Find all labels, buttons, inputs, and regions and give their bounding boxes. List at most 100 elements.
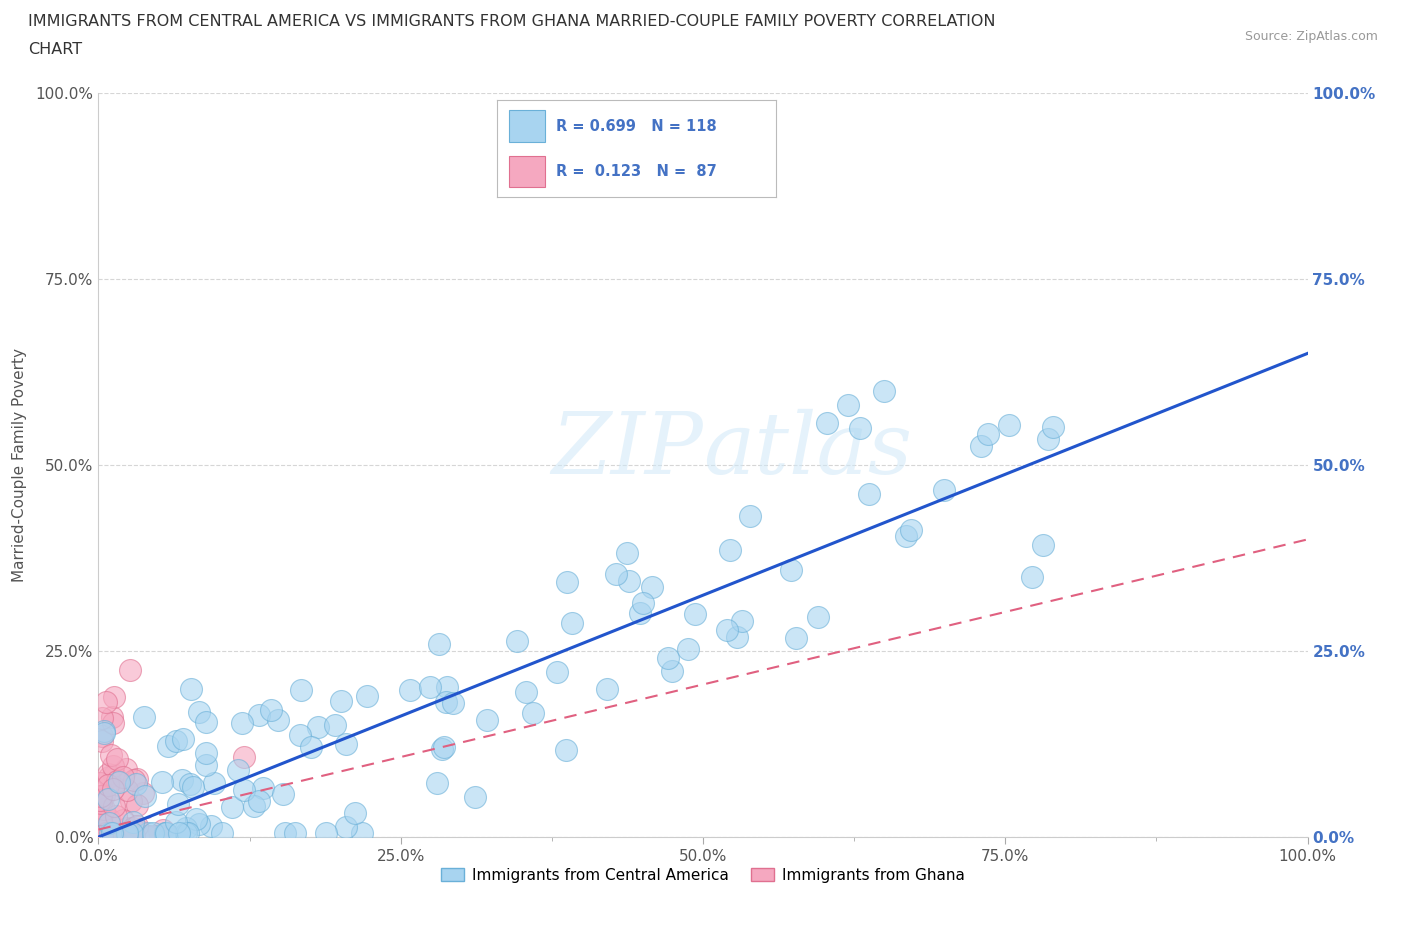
Point	[740, 509, 762, 524]
Point	[97, 829, 120, 844]
Point	[344, 805, 367, 820]
Point	[117, 829, 139, 844]
Point	[271, 787, 294, 802]
Point	[101, 829, 124, 844]
Point	[873, 383, 896, 398]
Point	[247, 794, 270, 809]
Point	[101, 826, 124, 841]
Point	[290, 683, 312, 698]
Point	[172, 731, 194, 746]
Point	[628, 605, 651, 620]
Point	[725, 630, 748, 644]
Point	[335, 737, 357, 751]
Point	[150, 775, 173, 790]
Point	[89, 810, 111, 825]
Point	[90, 829, 112, 844]
Point	[900, 523, 922, 538]
Point	[356, 689, 378, 704]
Point	[605, 566, 627, 581]
Point	[167, 826, 190, 841]
Point	[430, 741, 453, 756]
Point	[111, 770, 134, 785]
Point	[132, 786, 155, 801]
Point	[858, 486, 880, 501]
Point	[194, 757, 217, 772]
Point	[117, 826, 139, 841]
Point	[977, 427, 1000, 442]
Point	[97, 777, 120, 792]
Point	[104, 808, 127, 823]
Point	[1042, 419, 1064, 434]
Point	[252, 780, 274, 795]
Point	[657, 651, 679, 666]
Point	[131, 829, 153, 844]
Point	[427, 637, 450, 652]
Point	[165, 734, 187, 749]
Text: IMMIGRANTS FROM CENTRAL AMERICA VS IMMIGRANTS FROM GHANA MARRIED-COUPLE FAMILY P: IMMIGRANTS FROM CENTRAL AMERICA VS IMMIG…	[28, 14, 995, 29]
Point	[299, 739, 322, 754]
Point	[146, 829, 169, 844]
Point	[142, 826, 165, 841]
Point	[555, 743, 578, 758]
Point	[232, 750, 254, 764]
Point	[101, 781, 124, 796]
Point	[124, 829, 146, 844]
Point	[98, 826, 121, 841]
Point	[97, 792, 120, 807]
Point	[93, 725, 115, 740]
Point	[181, 779, 204, 794]
Text: Source: ZipAtlas.com: Source: ZipAtlas.com	[1244, 30, 1378, 43]
Point	[115, 821, 138, 836]
Point	[678, 642, 700, 657]
Point	[307, 720, 329, 735]
Point	[288, 727, 311, 742]
Text: CHART: CHART	[28, 42, 82, 57]
Point	[323, 717, 346, 732]
Point	[174, 826, 197, 841]
Point	[155, 826, 177, 841]
Point	[970, 439, 993, 454]
Point	[89, 829, 111, 844]
Point	[117, 829, 139, 844]
Point	[815, 416, 838, 431]
Point	[475, 712, 498, 727]
Point	[89, 829, 111, 844]
Point	[121, 820, 143, 835]
Point	[89, 792, 111, 807]
Point	[174, 820, 197, 835]
Point	[335, 820, 357, 835]
Point	[96, 829, 118, 844]
Point	[718, 542, 741, 557]
Point	[93, 724, 115, 738]
Point	[103, 689, 125, 704]
Point	[90, 795, 112, 810]
Point	[247, 708, 270, 723]
Point	[153, 826, 176, 841]
Point	[101, 829, 124, 844]
Point	[103, 829, 125, 844]
Point	[105, 751, 128, 766]
Point	[194, 745, 217, 760]
Point	[89, 829, 111, 844]
Point	[998, 418, 1021, 432]
Point	[243, 799, 266, 814]
Point	[134, 789, 156, 804]
Point	[98, 769, 121, 784]
Point	[115, 762, 138, 777]
Point	[111, 813, 134, 828]
Point	[179, 776, 201, 790]
Point	[136, 826, 159, 841]
Point	[1021, 570, 1043, 585]
Point	[555, 575, 578, 590]
Point	[436, 679, 458, 694]
Point	[127, 829, 149, 844]
Point	[260, 702, 283, 717]
Point	[267, 712, 290, 727]
Point	[596, 682, 619, 697]
Point	[433, 739, 456, 754]
Point	[619, 574, 641, 589]
Point	[127, 822, 149, 837]
Point	[101, 716, 124, 731]
Point	[93, 829, 115, 844]
Point	[93, 788, 115, 803]
